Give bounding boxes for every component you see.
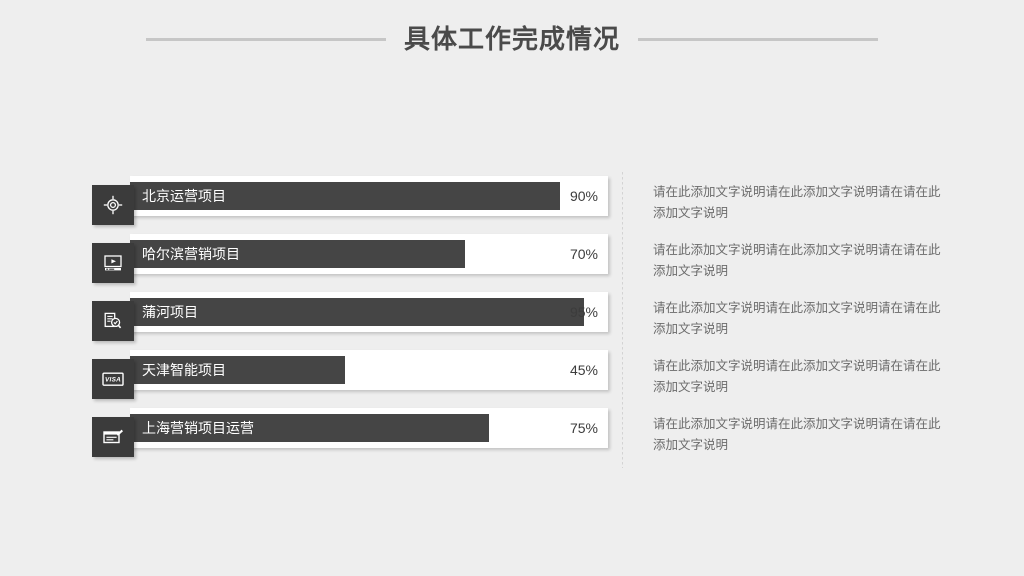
note-item: 请在此添加文字说明请在此添加文字说明请在请在此添加文字说明 <box>653 359 941 394</box>
bar-value-label: 75% <box>569 420 598 436</box>
bar-value-label: 95% <box>569 304 598 320</box>
notes-column: 请在此添加文字说明请在此添加文字说明请在请在此添加文字说明 请在此添加文字说明请… <box>653 182 943 456</box>
bar-row[interactable]: 45% VISA 天津智能项目 <box>92 350 608 399</box>
bar-row[interactable]: 70% 哈尔滨营销项目 <box>92 234 608 283</box>
target-icon <box>92 185 134 225</box>
progress-bar-chart: 90% 北京运营项目 70% <box>92 176 608 457</box>
svg-text:VISA: VISA <box>105 377 121 384</box>
bar-row[interactable]: 95% 蒲河项目 <box>92 292 608 341</box>
bar-fill <box>130 182 561 210</box>
bar-track: 90% <box>130 176 608 216</box>
slide-header: 具体工作完成情况 <box>0 26 1024 52</box>
bar-value-label: 90% <box>569 188 598 204</box>
window-edit-icon <box>92 417 134 457</box>
bar-value-label: 45% <box>569 362 598 378</box>
bar-track: 95% <box>130 292 608 332</box>
bar-fill <box>130 414 489 442</box>
title-rule-left <box>145 37 386 41</box>
bar-category-label: 上海营销项目运营 <box>142 420 254 436</box>
bar-row[interactable]: 90% 北京运营项目 <box>92 176 608 225</box>
bar-category-label: 蒲河项目 <box>142 304 198 320</box>
bar-track: 45% <box>130 350 608 390</box>
bar-track: 75% <box>130 408 608 448</box>
vertical-dotted-divider <box>622 172 623 468</box>
bar-category-label: 哈尔滨营销项目 <box>142 246 240 262</box>
document-search-icon <box>92 301 134 341</box>
video-monitor-icon <box>92 243 134 283</box>
bar-category-label: 北京运营项目 <box>142 188 226 204</box>
note-item: 请在此添加文字说明请在此添加文字说明请在请在此添加文字说明 <box>653 301 941 336</box>
note-item: 请在此添加文字说明请在此添加文字说明请在请在此添加文字说明 <box>653 417 941 452</box>
bar-value-label: 70% <box>569 246 598 262</box>
bar-row[interactable]: 75% 上海营销项目运营 <box>92 408 608 457</box>
page-title: 具体工作完成情况 <box>403 24 620 54</box>
note-item: 请在此添加文字说明请在此添加文字说明请在请在此添加文字说明 <box>653 185 941 220</box>
bar-track: 70% <box>130 234 608 274</box>
bar-fill <box>130 356 346 384</box>
bar-fill <box>130 240 465 268</box>
note-item: 请在此添加文字说明请在此添加文字说明请在请在此添加文字说明 <box>653 243 941 278</box>
bar-fill <box>130 298 585 326</box>
title-rule-right <box>638 37 878 41</box>
visa-card-icon: VISA <box>92 359 134 399</box>
bar-category-label: 天津智能项目 <box>142 362 226 378</box>
